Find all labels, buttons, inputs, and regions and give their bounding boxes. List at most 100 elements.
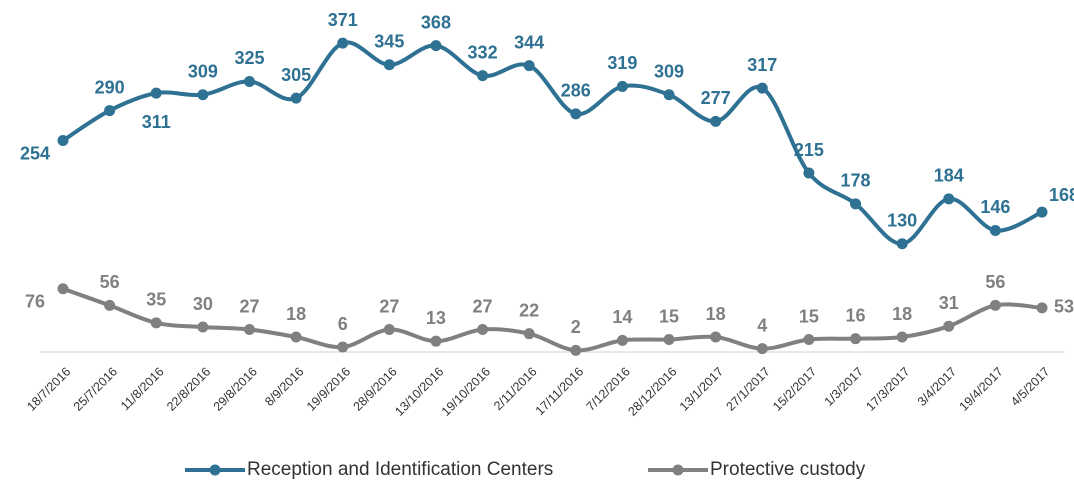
data-point — [663, 334, 675, 346]
data-label: 332 — [468, 42, 498, 62]
data-point — [710, 115, 722, 127]
data-label: 368 — [421, 12, 451, 32]
legend-marker — [672, 464, 684, 476]
data-point — [197, 89, 209, 101]
x-tick-label: 11/8/2016 — [118, 365, 167, 414]
legend-label: Protective custody — [710, 459, 866, 480]
x-tick-label: 19/4/2017 — [957, 365, 1006, 414]
data-label: 305 — [281, 65, 311, 85]
data-label: 27 — [379, 296, 399, 316]
data-label: 146 — [980, 197, 1010, 217]
data-point — [616, 334, 628, 346]
data-label: 13 — [426, 308, 446, 328]
data-label: 371 — [328, 10, 358, 30]
data-label: 15 — [659, 306, 679, 326]
x-tick-label: 8/9/2016 — [262, 365, 306, 409]
x-tick-label: 1/3/2017 — [822, 365, 866, 409]
data-label: 311 — [142, 112, 171, 132]
data-point — [523, 60, 535, 72]
data-point — [943, 320, 955, 332]
x-tick-label: 18/7/2016 — [24, 365, 73, 414]
data-point — [150, 87, 162, 99]
data-label: 15 — [799, 306, 819, 326]
data-label: 2 — [571, 317, 581, 337]
data-label: 27 — [239, 296, 259, 316]
data-label: 6 — [338, 314, 348, 334]
data-point — [756, 82, 768, 94]
data-point — [896, 238, 908, 250]
data-label: 30 — [193, 294, 213, 314]
x-tick-label: 3/4/2017 — [915, 365, 959, 409]
data-point — [850, 198, 862, 210]
data-label: 277 — [701, 88, 731, 108]
data-point — [104, 105, 116, 117]
data-label: 286 — [561, 81, 591, 101]
x-tick-label: 28/9/2016 — [351, 365, 400, 414]
data-label: 317 — [747, 55, 777, 75]
data-label: 14 — [612, 307, 632, 327]
data-label: 4 — [757, 315, 767, 335]
data-label: 178 — [841, 171, 871, 191]
data-label: 18 — [892, 304, 912, 324]
data-label: 290 — [95, 77, 125, 97]
data-point — [290, 331, 302, 343]
data-point — [803, 334, 815, 346]
data-point — [803, 167, 815, 179]
data-point — [57, 135, 69, 147]
data-point — [943, 193, 955, 205]
data-label: 325 — [234, 48, 264, 68]
data-point — [150, 317, 162, 329]
data-label: 344 — [514, 32, 544, 52]
data-label: 168 — [1049, 185, 1074, 205]
data-label: 184 — [934, 166, 964, 186]
data-label: 254 — [20, 143, 50, 163]
x-tick-label: 29/8/2016 — [211, 365, 260, 414]
data-point — [570, 344, 582, 356]
series-line — [61, 40, 1043, 246]
data-label: 53 — [1054, 297, 1074, 317]
data-label: 319 — [607, 53, 637, 73]
data-label: 345 — [374, 32, 404, 52]
x-tick-label: 25/7/2016 — [71, 365, 120, 414]
x-tick-label: 7/12/2016 — [584, 365, 633, 414]
x-tick-label: 13/1/2017 — [677, 365, 726, 414]
x-tick-label: 28/12/2016 — [625, 365, 679, 419]
data-label: 56 — [100, 272, 120, 292]
data-point — [197, 321, 209, 333]
data-point — [989, 224, 1001, 236]
x-tick-label: 13/10/2016 — [392, 365, 446, 419]
data-label: 56 — [985, 272, 1005, 292]
data-label: 215 — [794, 140, 824, 160]
data-label: 309 — [188, 62, 218, 82]
data-point — [523, 328, 535, 340]
data-label: 18 — [286, 304, 306, 324]
legend-label: Reception and Identification Centers — [247, 459, 553, 480]
series-line — [62, 286, 1043, 353]
data-point — [383, 324, 395, 336]
data-point — [477, 70, 489, 82]
data-label: 16 — [846, 305, 866, 325]
data-point — [989, 299, 1001, 311]
x-tick-label: 17/11/2016 — [533, 365, 587, 419]
legend-marker — [209, 464, 221, 476]
x-tick-label: 2/11/2016 — [491, 365, 540, 414]
x-tick-label: 19/10/2016 — [439, 365, 493, 419]
x-tick-label: 15/2/2017 — [770, 365, 819, 414]
data-point — [337, 341, 349, 353]
data-label: 309 — [654, 62, 684, 82]
data-point — [57, 283, 69, 295]
data-point — [570, 108, 582, 120]
data-point — [104, 299, 116, 311]
data-point — [290, 92, 302, 104]
x-tick-label: 17/3/2017 — [863, 365, 912, 414]
data-point — [383, 59, 395, 71]
data-label: 35 — [146, 290, 166, 310]
data-point — [430, 40, 442, 52]
x-tick-label: 4/5/2017 — [1008, 365, 1052, 409]
data-point — [896, 331, 908, 343]
data-label: 22 — [519, 300, 539, 320]
data-label: 18 — [706, 304, 726, 324]
data-label: 130 — [887, 211, 917, 231]
data-point — [756, 343, 768, 355]
